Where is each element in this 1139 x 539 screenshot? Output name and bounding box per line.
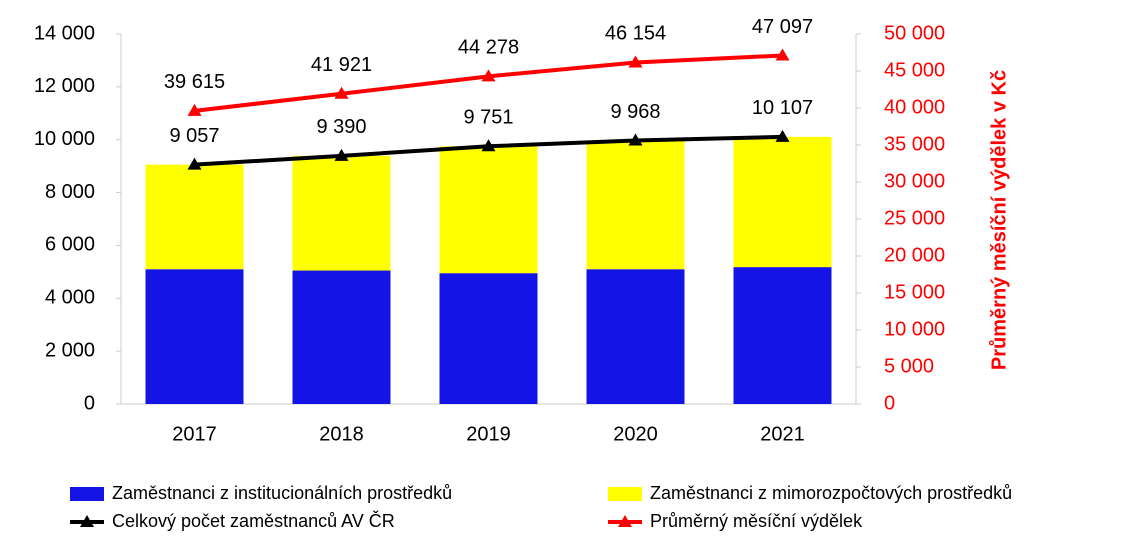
y2-tick-label: 40 000 — [884, 96, 945, 118]
y2-tick-label: 10 000 — [884, 318, 945, 340]
line-marker — [187, 157, 202, 170]
x-tick-label: 2017 — [172, 423, 217, 445]
bar — [439, 273, 538, 404]
y-tick-label: 6 000 — [45, 234, 95, 256]
line-marker — [481, 139, 496, 152]
bar — [292, 270, 391, 404]
y-tick-label: 12 000 — [34, 75, 95, 97]
y2-tick-label: 25 000 — [884, 207, 945, 229]
line-marker — [775, 129, 790, 142]
legend-swatch — [608, 487, 642, 501]
y2-tick-label: 5 000 — [884, 355, 934, 377]
bar — [439, 146, 538, 274]
y2-tick-label: 20 000 — [884, 244, 945, 266]
legend-label: Zaměstnanci z mimorozpočtových prostředk… — [650, 483, 1012, 503]
y-tick-label: 2 000 — [45, 339, 95, 361]
x-tick-label: 2018 — [319, 423, 364, 445]
legend-label: Celkový počet zaměstnanců AV ČR — [112, 510, 395, 531]
line-marker — [628, 55, 643, 68]
x-tick-label: 2020 — [613, 423, 658, 445]
data-label: 9 057 — [169, 125, 219, 147]
x-tick-label: 2021 — [760, 423, 805, 445]
bar — [145, 269, 244, 404]
bar — [292, 155, 391, 271]
y-tick-label: 4 000 — [45, 287, 95, 309]
data-label: 9 390 — [316, 116, 366, 138]
bar — [586, 140, 685, 270]
data-label: 10 107 — [752, 97, 813, 119]
line-marker — [334, 86, 349, 99]
line-marker — [334, 148, 349, 161]
line-marker — [481, 69, 496, 82]
y2-tick-label: 50 000 — [884, 22, 945, 44]
legend-label: Zaměstnanci z institucionálních prostřed… — [112, 483, 452, 503]
legend-label: Průměrný měsíční výdělek — [650, 511, 863, 531]
y2-tick-label: 15 000 — [884, 281, 945, 303]
y-tick-label: 8 000 — [45, 181, 95, 203]
bar — [733, 267, 832, 404]
bar — [733, 136, 832, 268]
bar — [586, 269, 685, 404]
data-label: 41 921 — [311, 54, 372, 76]
data-label: 46 154 — [605, 23, 666, 45]
data-label: 9 968 — [610, 101, 660, 123]
y-tick-label: 14 000 — [34, 22, 95, 44]
y-tick-label: 0 — [84, 392, 95, 414]
data-label: 39 615 — [164, 71, 225, 93]
y-tick-label: 10 000 — [34, 128, 95, 150]
data-label: 44 278 — [458, 37, 519, 59]
line — [194, 53, 783, 113]
data-label: 47 097 — [752, 16, 813, 38]
bar — [145, 164, 244, 270]
y2-tick-label: 45 000 — [884, 59, 945, 81]
line-marker — [187, 103, 202, 116]
legend-marker — [80, 515, 94, 527]
legend-marker — [618, 515, 632, 527]
y2-tick-label: 35 000 — [884, 133, 945, 155]
y2-tick-label: 0 — [884, 392, 895, 414]
x-tick-label: 2019 — [466, 423, 511, 445]
y2-tick-label: 30 000 — [884, 170, 945, 192]
line-marker — [775, 48, 790, 61]
line-marker — [628, 133, 643, 146]
y2-axis-label: Průměrný měsíční výdělek v Kč — [988, 70, 1010, 370]
legend-swatch — [70, 487, 104, 501]
data-label: 9 751 — [463, 107, 513, 129]
